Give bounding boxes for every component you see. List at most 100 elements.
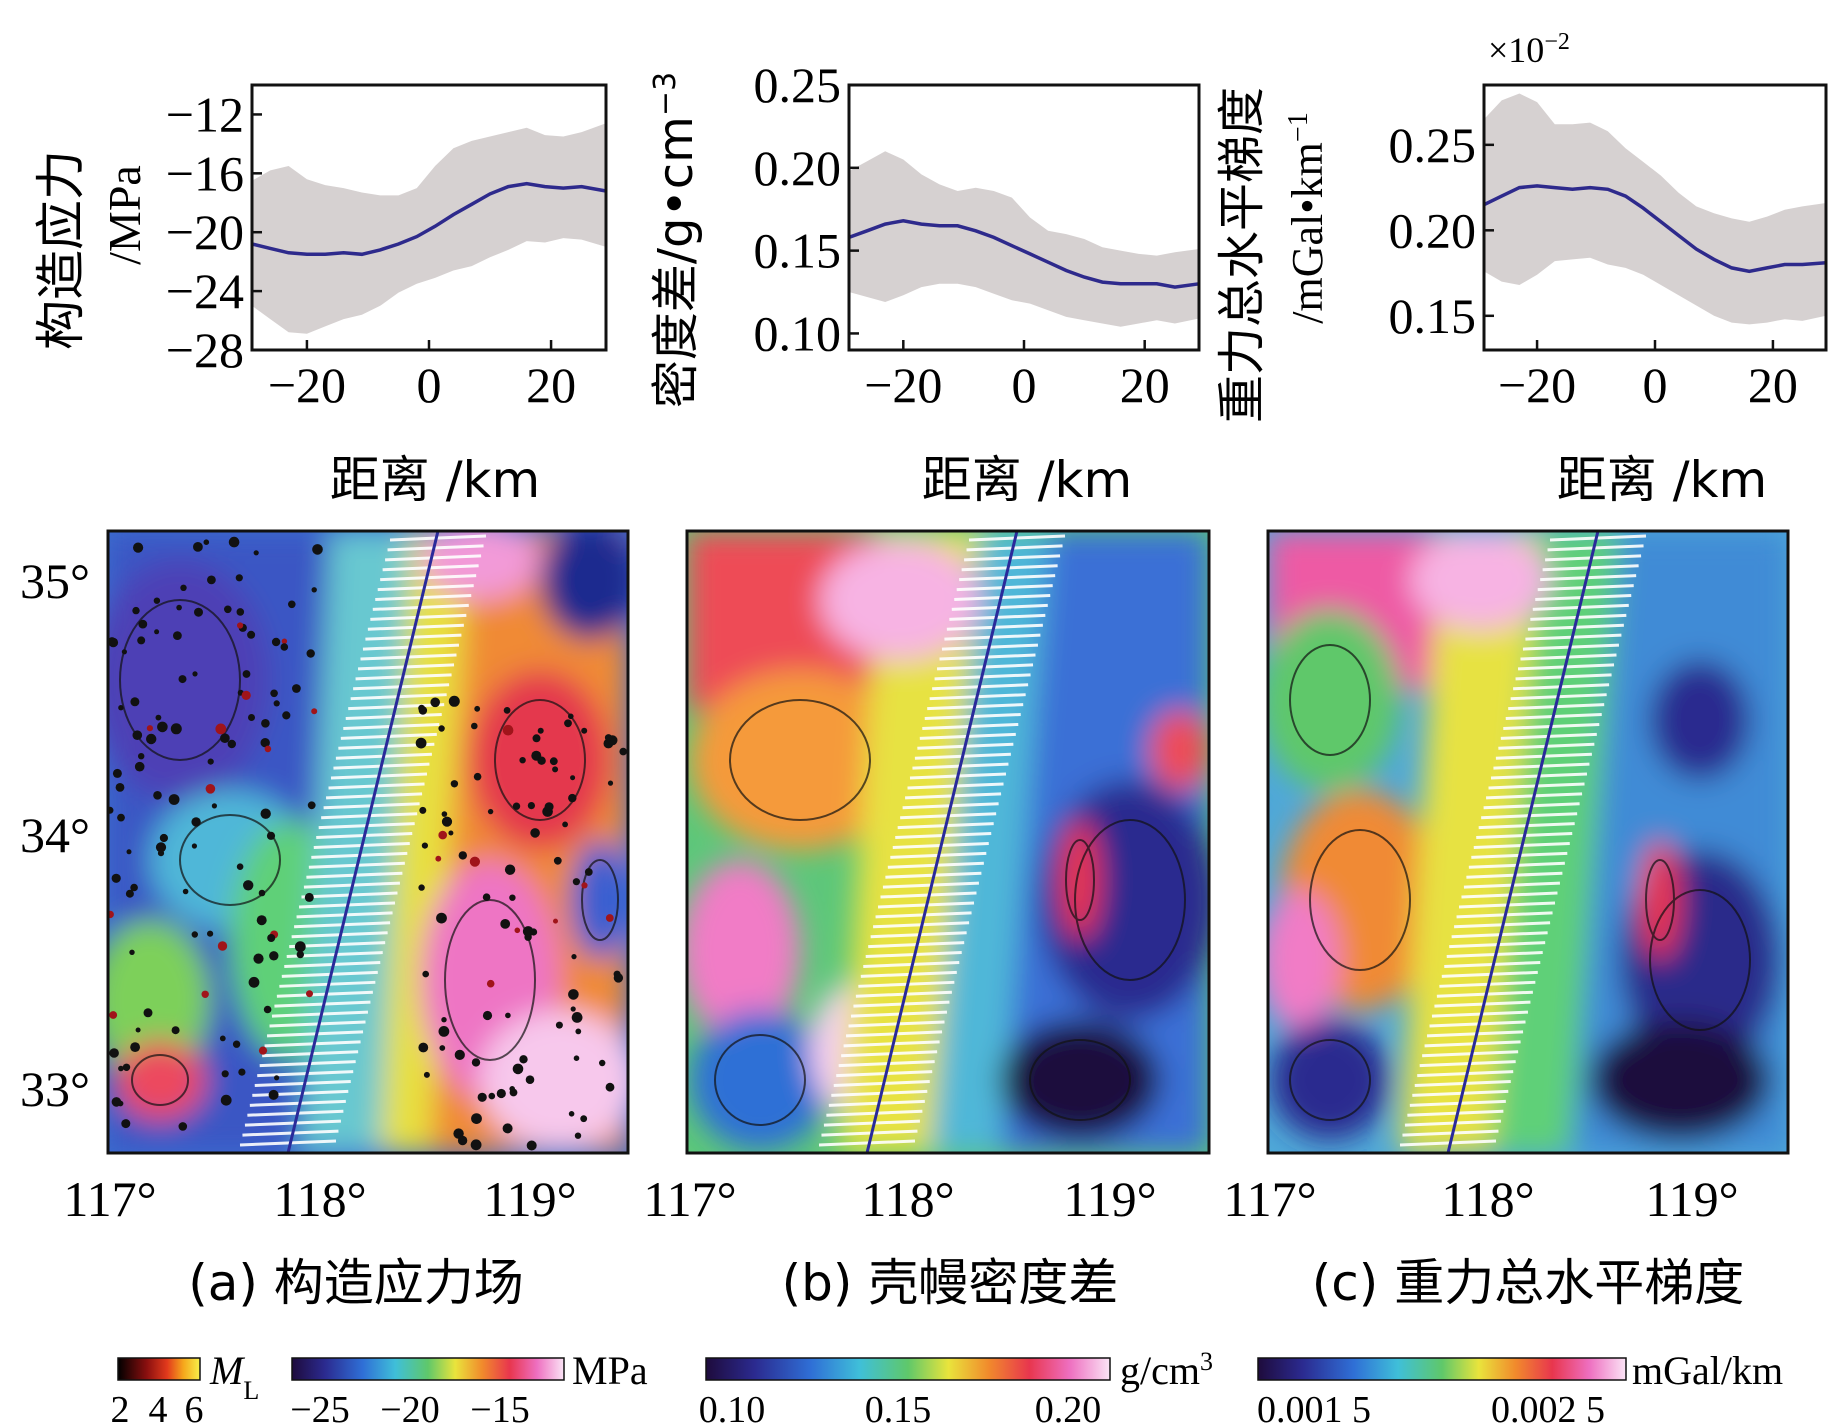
density-map-profile-lines	[818, 531, 1066, 1153]
epicenter-dot	[274, 1075, 280, 1081]
profile-line	[266, 1030, 364, 1038]
density-map-field	[687, 531, 1209, 1153]
epicenter-dot	[220, 1094, 232, 1106]
density-colorbar-unit-main: g/cm	[1120, 1348, 1200, 1393]
epicenter-dot	[435, 855, 442, 862]
lon-tick-b-119: 119°	[1063, 1171, 1156, 1227]
epicenter-dot	[261, 719, 270, 728]
stress-x-label: 距离 /km	[330, 451, 540, 509]
epicenter-dot	[288, 600, 296, 609]
epicenter-dot	[173, 631, 182, 640]
epicenter-dot	[201, 990, 209, 998]
epicenter-dot	[155, 714, 162, 721]
profile-line	[831, 1089, 928, 1097]
epicenter-dot	[282, 711, 291, 720]
density-map	[685, 529, 1211, 1155]
epicenter-dot	[505, 1012, 511, 1019]
density-x-tick-label: −20	[864, 357, 942, 413]
stress-map-field	[108, 531, 628, 1153]
epicenter-dot	[178, 675, 187, 684]
epicenter-dot	[527, 802, 536, 810]
density-tick-015: 0.15	[865, 1389, 932, 1427]
epicenter-dot	[457, 1135, 468, 1146]
epicenter-dot	[292, 684, 301, 693]
density-tick-020: 0.20	[1035, 1389, 1102, 1427]
epicenter-dot	[544, 802, 554, 812]
profile-line	[387, 544, 484, 552]
epicenter-dot	[311, 587, 317, 593]
stress-colorbar-ramp	[291, 1357, 565, 1381]
stress-x-tick-label: 20	[526, 357, 576, 413]
epicenter-dot	[232, 1040, 241, 1048]
epicenter-dot	[575, 1028, 582, 1035]
epicenter-dot	[619, 747, 627, 756]
profile-line	[1402, 1129, 1499, 1137]
density-y-label-text: 密度差/g•cm−3	[648, 72, 705, 408]
epicenter-dot	[574, 1132, 582, 1139]
gradient-y-tick-label: 0.20	[1389, 202, 1477, 258]
density-y-label: 密度差/g•cm−3	[648, 72, 705, 408]
epicenter-dot	[153, 791, 162, 800]
epicenter-dot	[118, 705, 124, 711]
profile-line	[821, 1129, 918, 1137]
epicenter-dot	[418, 884, 425, 891]
epicenter-dot	[312, 544, 323, 555]
epicenter-dot	[154, 629, 160, 635]
epicenter-dot	[474, 705, 481, 712]
profile-line	[823, 1119, 920, 1127]
epicenter-dot	[271, 637, 281, 647]
epicenter-dot	[193, 542, 203, 552]
epicenter-dot	[450, 780, 459, 788]
gradient-profile-chart: −20 0 20 0.25 0.20 0.15	[1389, 83, 1828, 413]
stress-map-frame	[106, 529, 630, 1155]
epicenter-dot	[207, 575, 216, 585]
profile-center-line	[865, 531, 1019, 1153]
epicenter-dot	[266, 831, 276, 840]
epicenter-dot	[581, 727, 588, 734]
epicenter-dot	[264, 745, 272, 753]
profile-line	[1426, 1030, 1524, 1038]
stress-y-label-line2: /MPa	[99, 165, 150, 265]
stress-y-tick-label: −28	[166, 322, 244, 378]
epicenter-dot	[571, 1012, 583, 1023]
epicenter-dot	[182, 888, 189, 895]
profile-line	[249, 1099, 346, 1107]
epicenter-dot	[146, 725, 153, 732]
epicenter-dot	[470, 1139, 482, 1151]
gradient-scale-sup: −2	[1544, 29, 1570, 55]
epicenter-dot	[562, 821, 568, 828]
epicenter-dot	[235, 574, 243, 582]
epicenter-dot	[132, 730, 143, 740]
epicenter-dot	[553, 918, 558, 924]
gradient-scale-main: ×10	[1488, 30, 1544, 70]
stress-tick-20: −20	[380, 1389, 439, 1427]
stress-y-label: 构造应力 /MPa	[32, 150, 150, 350]
stress-tick-25: −25	[290, 1389, 349, 1427]
gradient-y-tick-label: 0.25	[1389, 117, 1477, 173]
caption-a: (a) 构造应力场	[188, 1254, 524, 1312]
epicenter-dot	[519, 757, 526, 764]
epicenter-dot	[243, 880, 254, 891]
gradient-scale-label: ×10−2	[1488, 29, 1570, 70]
epicenter-dot	[306, 990, 313, 998]
epicenter-dot	[122, 1063, 131, 1072]
profile-line	[1422, 1050, 1519, 1058]
epicenter-dot	[422, 970, 430, 978]
epicenter-dot	[130, 883, 138, 892]
epicenter-dot	[438, 1026, 450, 1037]
profile-line	[254, 1079, 351, 1087]
epicenter-dot	[486, 979, 495, 988]
gradient-x-tick-label: 0	[1643, 357, 1668, 413]
epicenter-dot	[570, 1006, 576, 1012]
map-longitude-ticks: 117° 118° 119° 117° 118° 119° 117° 118° …	[63, 1171, 1738, 1227]
gradient-map-profile-lines	[1399, 531, 1647, 1153]
gradient-y-tick-label: 0.15	[1389, 288, 1477, 344]
epicenter-dot	[537, 727, 544, 734]
epicenter-dot	[191, 817, 201, 827]
stress-map-profile-lines	[239, 531, 487, 1153]
epicenter-dot	[306, 649, 315, 658]
epicenter-dot	[121, 1119, 131, 1129]
profile-center-line	[286, 531, 440, 1153]
profile-line	[1545, 554, 1642, 562]
profile-line	[244, 1119, 341, 1127]
